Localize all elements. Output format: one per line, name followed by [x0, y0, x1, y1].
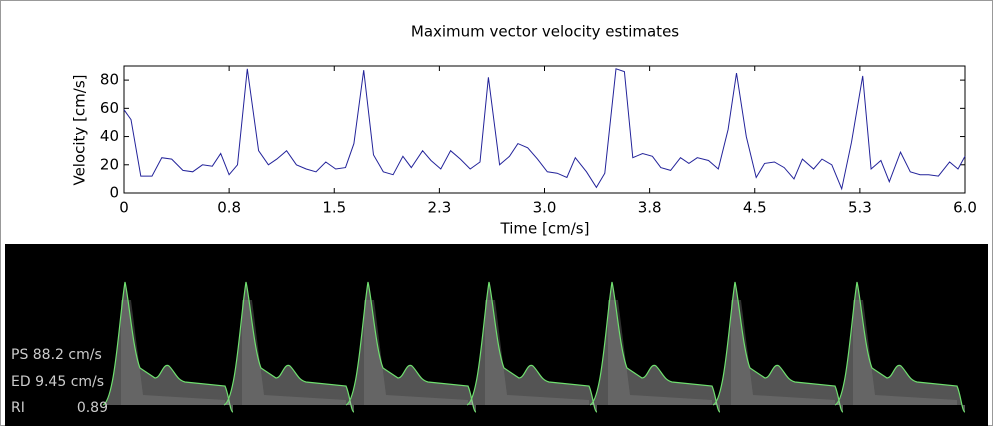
x-tick-label: 0 — [119, 199, 129, 217]
spectrum-fill — [346, 282, 476, 412]
spectrum-core — [121, 300, 225, 405]
trace-segment — [345, 281, 477, 413]
chart-title: Maximum vector velocity estimates — [411, 23, 679, 41]
spectrum-fill — [713, 282, 843, 412]
spectrum-fill — [835, 282, 965, 412]
x-tick-label: 6.0 — [953, 199, 977, 217]
y-tick-label: 40 — [100, 127, 119, 145]
x-tick-label: 0.8 — [217, 199, 241, 217]
spectrum-fill — [467, 282, 597, 412]
ed-label: ED 9.45 cm/s — [11, 374, 104, 390]
x-tick-label: 2.3 — [427, 199, 451, 217]
trace-segment — [834, 281, 966, 413]
spectrum-core — [242, 300, 346, 405]
spectrum-core — [731, 300, 835, 405]
trace-segment — [466, 281, 598, 413]
ps-label: PS 88.2 cm/s — [11, 347, 102, 363]
y-tick-label: 20 — [100, 155, 119, 173]
y-tick-label: 80 — [100, 71, 119, 89]
y-axis-label: Velocity [cm/s] — [71, 74, 89, 185]
y-tick-label: 60 — [100, 99, 119, 117]
spectrum-fill — [590, 282, 720, 412]
spectrum-core — [485, 300, 589, 405]
trace-segment — [712, 281, 844, 413]
spectrum-fill — [224, 282, 354, 412]
chart: Maximum vector velocity estimates Time [… — [71, 23, 977, 238]
spectrum-core — [608, 300, 712, 405]
x-tick-label: 5.3 — [848, 199, 872, 217]
ri-label: RI — [11, 400, 25, 416]
x-tick-label: 3.0 — [533, 199, 557, 217]
y-tick-label: 0 — [109, 184, 119, 202]
spectrum-core — [364, 300, 468, 405]
data-line — [123, 68, 966, 191]
x-axis-label: Time [cm/s] — [500, 220, 590, 238]
spectrum-fill — [103, 282, 233, 412]
trace-segment — [223, 281, 355, 413]
plot-area — [123, 65, 966, 194]
trace-segment — [102, 281, 234, 413]
spectrum-core — [853, 300, 957, 405]
trace-segment — [589, 281, 721, 413]
x-tick-label: 4.5 — [743, 199, 767, 217]
x-tick-label: 1.5 — [322, 199, 346, 217]
x-tick-label: 3.8 — [638, 199, 662, 217]
doppler-trace — [102, 281, 966, 413]
ri-value: 0.89 — [77, 400, 108, 416]
doppler-panel: PS 88.2 cm/s ED 9.45 cm/s RI 0.89 — [5, 244, 988, 426]
